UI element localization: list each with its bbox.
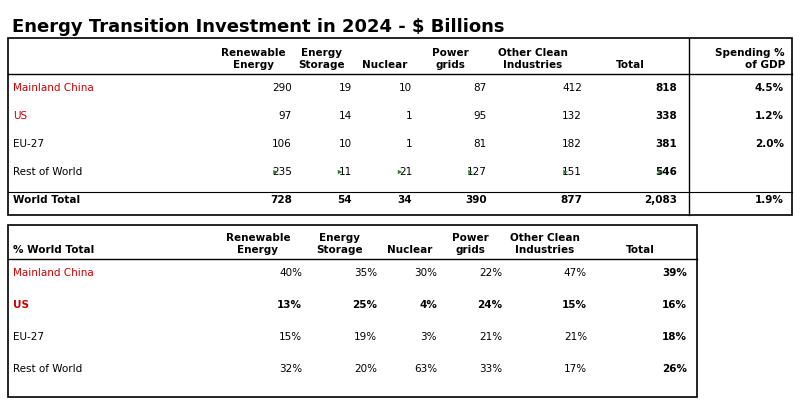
Text: grids: grids [435,60,465,70]
Text: 1.9%: 1.9% [755,195,784,205]
Text: 17%: 17% [564,364,587,374]
Text: 40%: 40% [279,268,302,278]
Text: Spending %: Spending % [715,48,785,58]
Text: 546: 546 [655,167,677,177]
Bar [8,225,697,397]
Text: Renewable: Renewable [221,48,286,58]
Text: 338: 338 [655,111,677,121]
Text: 26%: 26% [662,364,687,374]
Text: 10: 10 [339,139,352,149]
Text: Energy: Energy [319,233,361,243]
Text: Nuclear: Nuclear [362,60,408,70]
Text: 34: 34 [398,195,412,205]
Text: Storage: Storage [298,60,346,70]
Text: 25%: 25% [352,300,377,310]
Text: Industries: Industries [515,245,574,255]
Text: Power: Power [432,48,468,58]
Text: of GDP: of GDP [745,60,785,70]
Text: 4.5%: 4.5% [755,83,784,93]
Text: 20%: 20% [354,364,377,374]
Text: US: US [13,300,29,310]
Text: 15%: 15% [562,300,587,310]
Text: 21: 21 [398,167,412,177]
Text: 87: 87 [474,83,487,93]
Text: Mainland China: Mainland China [13,83,94,93]
Text: 32%: 32% [279,364,302,374]
Text: World Total: World Total [13,195,80,205]
Text: % World Total: % World Total [13,245,94,255]
Text: Rest of World: Rest of World [13,167,82,177]
Text: 95: 95 [474,111,487,121]
Text: 35%: 35% [354,268,377,278]
Text: 21%: 21% [479,332,502,342]
Text: 10: 10 [399,83,412,93]
Text: Total: Total [615,60,645,70]
Text: 11: 11 [338,167,352,177]
Text: Other Clean: Other Clean [510,233,580,243]
Text: 106: 106 [272,139,292,149]
Text: 63%: 63% [414,364,437,374]
Text: 4%: 4% [419,300,437,310]
Text: 151: 151 [562,167,582,177]
Text: 33%: 33% [479,364,502,374]
Text: Mainland China: Mainland China [13,268,94,278]
Text: 97: 97 [278,111,292,121]
Bar [8,38,792,215]
Text: 13%: 13% [277,300,302,310]
Text: Energy Transition Investment in 2024 - $ Billions: Energy Transition Investment in 2024 - $… [12,18,505,36]
Text: US: US [13,111,27,121]
Text: Power: Power [452,233,488,243]
Text: 24%: 24% [477,300,502,310]
Text: 818: 818 [655,83,677,93]
Text: 22%: 22% [479,268,502,278]
Text: Renewable: Renewable [226,233,290,243]
Text: 182: 182 [562,139,582,149]
Text: 15%: 15% [279,332,302,342]
Text: 877: 877 [560,195,582,205]
Text: 21%: 21% [564,332,587,342]
Text: Energy: Energy [302,48,342,58]
Text: 30%: 30% [414,268,437,278]
Text: 1: 1 [406,139,412,149]
Text: grids: grids [455,245,485,255]
Text: 18%: 18% [662,332,687,342]
Text: 14: 14 [338,111,352,121]
Text: 2,083: 2,083 [644,195,677,205]
Text: 1.2%: 1.2% [755,111,784,121]
Text: 132: 132 [562,111,582,121]
Text: EU-27: EU-27 [13,332,44,342]
Text: Energy: Energy [238,245,278,255]
Text: Nuclear: Nuclear [387,245,433,255]
Text: 54: 54 [338,195,352,205]
Text: Total: Total [626,245,654,255]
Text: Rest of World: Rest of World [13,364,82,374]
Text: 19%: 19% [354,332,377,342]
Text: Storage: Storage [317,245,363,255]
Text: 19: 19 [338,83,352,93]
Text: Industries: Industries [503,60,562,70]
Text: 390: 390 [466,195,487,205]
Text: 3%: 3% [421,332,437,342]
Text: 381: 381 [655,139,677,149]
Text: 39%: 39% [662,268,687,278]
Text: 728: 728 [270,195,292,205]
Text: 47%: 47% [564,268,587,278]
Text: Energy: Energy [233,60,274,70]
Text: 235: 235 [272,167,292,177]
Text: Other Clean: Other Clean [498,48,568,58]
Text: 127: 127 [467,167,487,177]
Text: 2.0%: 2.0% [755,139,784,149]
Text: 412: 412 [562,83,582,93]
Text: 290: 290 [272,83,292,93]
Text: 81: 81 [474,139,487,149]
Text: EU-27: EU-27 [13,139,44,149]
Text: 16%: 16% [662,300,687,310]
Text: 1: 1 [406,111,412,121]
